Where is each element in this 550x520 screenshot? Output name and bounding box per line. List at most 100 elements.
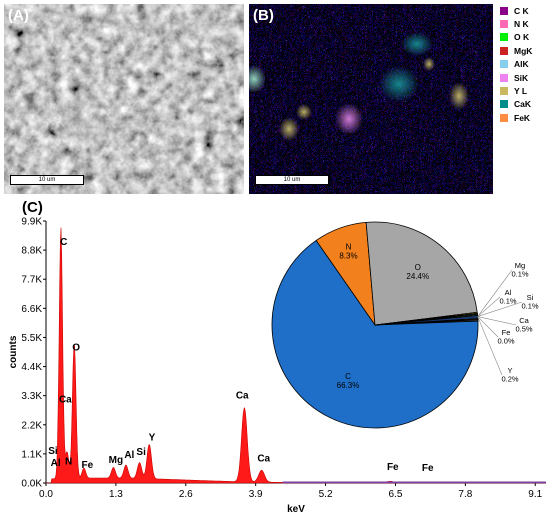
composition-pie: C66.3%N8.3%O24.4%Mg0.1%Al0.1% Si0.1%Ca0.5…	[271, 221, 539, 429]
pie-callout-value: 0.5%	[515, 325, 532, 334]
y-tick-label: 3.3K	[21, 391, 42, 402]
y-tick-label: 0.0K	[21, 479, 42, 490]
legend-item: CaK	[500, 98, 550, 111]
x-tick-label: 5.2	[319, 489, 333, 500]
x-tick-label: 6.5	[389, 489, 403, 500]
legend-item: SiK	[500, 71, 550, 84]
legend-item: C K	[500, 4, 550, 17]
y-axis-title: counts	[8, 335, 19, 368]
element-legend: C K N K O K MgK AlK SiK Y L CaK FeK	[500, 4, 550, 125]
x-tick-label: 3.9	[249, 489, 263, 500]
legend-label: Y L	[514, 86, 528, 97]
legend-item: FeK	[500, 111, 550, 124]
pie-callout-value: 0.0%	[497, 337, 514, 346]
legend-swatch	[500, 113, 508, 122]
legend-swatch	[500, 100, 508, 109]
legend-label: CaK	[514, 99, 532, 110]
y-tick-label: 5.5K	[21, 333, 42, 344]
legend-swatch	[500, 73, 508, 82]
panel-b-label: (B)	[253, 7, 274, 24]
pie-label-name: N	[346, 243, 352, 252]
peak-label: Al	[51, 458, 61, 469]
legend-label: FeK	[514, 112, 531, 123]
pie-callout-name: Si	[527, 293, 534, 302]
pie-slice-o	[365, 221, 478, 326]
pie-callout-name: Mg	[515, 261, 525, 270]
peak-label: Ca	[59, 394, 72, 405]
x-tick-label: 2.6	[179, 489, 193, 500]
pie-callout-name: Ca	[519, 316, 529, 325]
y-tick-label: 1.1K	[21, 449, 42, 460]
pie-callout-line	[477, 269, 513, 317]
legend-swatch	[500, 87, 508, 96]
pie-callout-value: 0.1%	[521, 302, 538, 311]
pie-callout-line	[477, 296, 501, 317]
peak-label: Fe	[82, 460, 94, 471]
pie-label-value: 8.3%	[339, 252, 357, 261]
pie-callout-value: 0.1%	[499, 297, 516, 306]
y-tick-label: 2.2K	[21, 420, 42, 431]
y-tick-label: 8.8K	[21, 246, 42, 257]
peak-label: N	[65, 456, 72, 467]
legend-item: MgK	[500, 44, 550, 57]
peak-label: Mg	[109, 455, 123, 466]
legend-swatch	[500, 20, 508, 29]
legend-label: N K	[514, 19, 529, 30]
legend-item: O K	[500, 31, 550, 44]
pie-slice-c	[271, 239, 479, 429]
peak-label: Fe	[422, 463, 434, 474]
legend-swatch	[500, 60, 508, 69]
x-axis-title: keV	[287, 504, 305, 515]
pie-callout-name: Y	[507, 366, 512, 375]
eds-spectrum-chart: 0.0K 1.1K 2.2K 3.3K 4.4K 5.5K 6.6K 7.7K 8.8K 9.9K…	[8, 217, 546, 515]
scale-bar-a: 10 um	[10, 175, 84, 185]
x-tick-label: 7.8	[458, 489, 472, 500]
pie-label-name: O	[415, 263, 421, 272]
spectrum-area	[46, 227, 546, 484]
pie-callout-value: 0.1%	[511, 270, 528, 279]
legend-item: Y L	[500, 84, 550, 97]
y-tick-label: 4.4K	[21, 362, 42, 373]
peak-label: Ca	[257, 453, 270, 464]
legend-label: MgK	[514, 45, 533, 56]
legend-item: N K	[500, 17, 550, 30]
legend-swatch	[500, 46, 508, 55]
panel-c-label: (C)	[22, 199, 43, 216]
pie-label-name: C	[345, 372, 351, 381]
peak-label: Si	[48, 446, 58, 457]
peak-label: Ca	[236, 390, 249, 401]
legend-label: SiK	[514, 72, 529, 83]
pie-callout-line	[477, 316, 517, 326]
legend-label: O K	[514, 32, 530, 43]
peak-label: O	[72, 343, 80, 354]
x-tick-label: 9.1	[528, 489, 542, 500]
legend-item: AlK	[500, 58, 550, 71]
y-tick-label: 6.6K	[21, 304, 42, 315]
x-tick-label: 0.0	[39, 489, 53, 500]
y-tick-label: 7.7K	[21, 275, 42, 286]
pie-callout-value: 0.2%	[501, 375, 518, 384]
peak-label: Fe	[387, 462, 399, 473]
legend-swatch	[500, 6, 508, 15]
legend-swatch	[500, 33, 508, 42]
pie-callout-line	[477, 316, 499, 338]
pie-callout-line	[477, 316, 503, 376]
peak-label: Y	[149, 433, 156, 444]
x-tick-label: 1.3	[109, 489, 123, 500]
eds-map-panel: (B) 10 um	[249, 4, 493, 194]
eds-element-map	[249, 4, 493, 194]
sem-image-panel: (A) 10 um	[4, 4, 244, 194]
legend-label: C K	[514, 5, 529, 16]
y-tick-label: 9.9K	[21, 217, 42, 228]
sem-micrograph	[4, 4, 244, 194]
pie-slice-y	[374, 319, 479, 326]
peak-label: C	[60, 237, 67, 248]
pie-callout-name: Al	[505, 288, 512, 297]
pie-label-value: 24.4%	[406, 272, 429, 281]
legend-label: AlK	[514, 59, 529, 70]
pie-callout-name: Fe	[502, 328, 511, 337]
peak-label: Al	[124, 450, 134, 461]
peak-label: Si	[136, 447, 146, 458]
pie-label-value: 66.3%	[337, 381, 360, 390]
